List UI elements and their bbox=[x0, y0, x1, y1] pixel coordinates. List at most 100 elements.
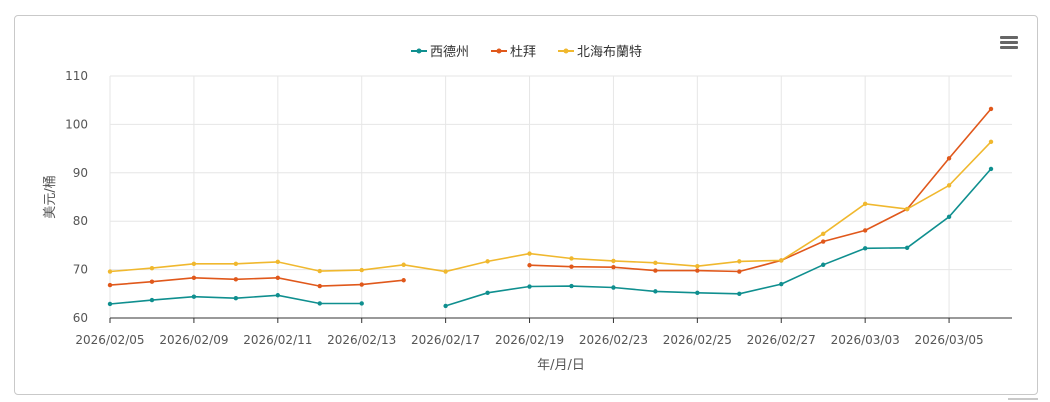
data-point bbox=[359, 301, 364, 306]
data-point bbox=[946, 214, 952, 220]
series-line bbox=[109, 108, 992, 287]
x-tick-label: 2026/02/23 bbox=[579, 333, 648, 347]
y-axis-title: 美元/桶 bbox=[43, 175, 58, 218]
data-point bbox=[107, 269, 113, 274]
data-point bbox=[191, 294, 197, 299]
data-point bbox=[946, 156, 952, 161]
data-point bbox=[233, 261, 239, 266]
y-tick-label: 100 bbox=[65, 117, 88, 131]
data-point bbox=[988, 166, 994, 172]
y-tick-label: 90 bbox=[73, 166, 88, 180]
data-point bbox=[359, 267, 364, 273]
series-line bbox=[109, 141, 992, 273]
data-point bbox=[821, 239, 826, 244]
data-point bbox=[149, 265, 155, 271]
data-point bbox=[779, 258, 784, 263]
grid bbox=[109, 75, 1012, 318]
data-point bbox=[611, 258, 616, 264]
x-axis-title: 年/月/日 bbox=[537, 358, 585, 373]
data-point bbox=[527, 263, 532, 268]
data-point bbox=[191, 261, 197, 266]
y-tick-label: 80 bbox=[73, 214, 88, 228]
data-point bbox=[946, 183, 952, 188]
card-corner-mark bbox=[1008, 398, 1038, 400]
legend-swatch-dot bbox=[563, 48, 569, 54]
series bbox=[107, 106, 994, 309]
legend-label: 北海布蘭特 bbox=[577, 44, 642, 60]
data-point bbox=[485, 290, 490, 296]
data-point bbox=[695, 268, 700, 273]
data-point bbox=[569, 264, 574, 269]
x-tick-label: 2026/02/17 bbox=[411, 333, 480, 347]
x-tick-label: 2026/03/05 bbox=[914, 333, 983, 347]
data-point bbox=[149, 297, 155, 303]
data-point bbox=[904, 206, 910, 212]
data-point bbox=[988, 106, 994, 112]
x-tick-label: 2026/02/09 bbox=[159, 333, 228, 347]
x-tick-label: 2026/03/03 bbox=[831, 333, 900, 347]
data-point bbox=[107, 301, 113, 307]
data-point bbox=[233, 295, 239, 301]
data-point bbox=[862, 246, 868, 251]
x-tick-label: 2026/02/19 bbox=[495, 333, 564, 347]
x-tick-label: 2026/02/25 bbox=[663, 333, 732, 347]
data-point bbox=[737, 269, 742, 274]
data-point bbox=[443, 269, 448, 274]
data-point bbox=[527, 251, 532, 256]
data-point bbox=[359, 282, 364, 287]
axes: 60 70 80 90 100 110 2026/02/05 2026/02/09 2026/0… bbox=[65, 69, 1012, 347]
data-point bbox=[653, 260, 658, 266]
data-point bbox=[527, 284, 532, 289]
data-point bbox=[611, 264, 616, 270]
data-point bbox=[443, 303, 448, 309]
data-point bbox=[149, 279, 155, 284]
data-point bbox=[904, 245, 910, 251]
data-point bbox=[401, 278, 406, 283]
data-point bbox=[317, 268, 322, 274]
data-point bbox=[275, 259, 281, 265]
data-point bbox=[695, 264, 700, 269]
data-point bbox=[862, 201, 868, 206]
y-tick-label: 70 bbox=[73, 263, 88, 277]
x-tick-label: 2026/02/11 bbox=[243, 333, 312, 347]
data-point bbox=[107, 282, 113, 288]
data-point bbox=[821, 262, 826, 267]
data-point bbox=[317, 301, 322, 306]
data-point bbox=[611, 285, 616, 290]
x-tick-label: 2026/02/05 bbox=[75, 333, 144, 347]
legend-swatch-dot bbox=[416, 48, 422, 54]
data-point bbox=[653, 268, 658, 273]
data-point bbox=[653, 289, 658, 294]
data-point bbox=[191, 275, 197, 281]
series-line bbox=[109, 168, 992, 307]
data-point bbox=[485, 259, 490, 264]
legend-item[interactable]: 北海布蘭特 bbox=[558, 44, 642, 60]
legend-label: 杜拜 bbox=[510, 45, 536, 60]
legend-swatch-dot bbox=[496, 48, 502, 54]
legend[interactable]: 西德州 杜拜 北海布蘭特 bbox=[411, 44, 642, 60]
data-point bbox=[569, 283, 574, 289]
data-point bbox=[233, 277, 239, 282]
data-point bbox=[779, 281, 784, 287]
x-tick-label: 2026/02/13 bbox=[327, 333, 396, 347]
data-point bbox=[695, 290, 700, 296]
data-point bbox=[737, 259, 742, 264]
legend-item[interactable]: 杜拜 bbox=[491, 45, 536, 60]
data-point bbox=[862, 228, 868, 233]
legend-item[interactable]: 西德州 bbox=[411, 45, 469, 60]
y-tick-label: 110 bbox=[65, 69, 88, 83]
data-point bbox=[821, 231, 826, 236]
data-point bbox=[317, 283, 322, 289]
data-point bbox=[401, 262, 406, 267]
legend-label: 西德州 bbox=[430, 45, 469, 60]
menu-icon[interactable] bbox=[1000, 36, 1018, 52]
y-tick-label: 60 bbox=[73, 311, 88, 325]
data-point bbox=[569, 256, 574, 261]
x-tick-label: 2026/02/27 bbox=[747, 333, 816, 347]
data-point bbox=[988, 139, 994, 145]
data-point bbox=[737, 291, 742, 296]
data-point bbox=[275, 293, 281, 298]
data-point bbox=[275, 275, 281, 281]
chart-card bbox=[14, 15, 1038, 395]
